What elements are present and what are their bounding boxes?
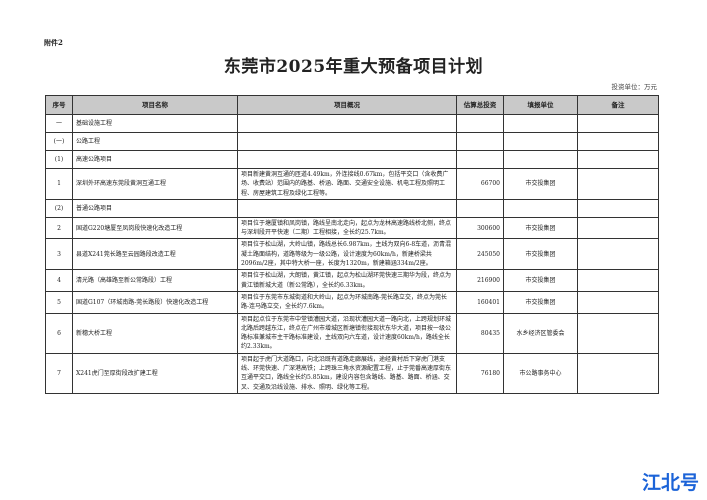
row-unit: 市交投集团 <box>503 168 578 200</box>
project-table: 序号 项目名称 项目概况 估算总投资 填报单位 备注 一基础设施工程 (一) 公路工… <box>45 95 659 394</box>
row-unit: 市交投集团 <box>503 216 578 240</box>
row-note <box>577 290 659 314</box>
row-desc: 项目新建黄洞互通的匝道4.49km，外连接线0.67km，包括平交口（含收费广场… <box>237 168 457 200</box>
table-row: 一基础设施工程 <box>45 114 659 133</box>
row-invest: 160401 <box>456 290 504 314</box>
table-row: 1 深圳外环高速东莞段黄洞互通工程 项目新建黄洞互通的匝道4.49km，外连接线0.… <box>45 168 659 200</box>
row-name: 国道G220塘厦至凤岗段快速化改造工程 <box>72 216 238 240</box>
row-no: 7 <box>45 352 73 394</box>
table-header-row: 序号 项目名称 项目概况 估算总投资 填报单位 备注 <box>45 95 659 115</box>
row-unit: 市交投集团 <box>503 269 578 292</box>
row-no: (1) <box>45 150 73 169</box>
row-name: 国道G107（环城南路-莞长路段）快速化改造工程 <box>72 290 238 314</box>
row-note <box>577 352 659 394</box>
table-row: 3 县道X241莞长路至云园路段改造工程 项目位于松山湖，大岭山镇，路线总长6.98… <box>45 238 659 271</box>
row-no: (2) <box>45 198 73 218</box>
table-row: 4 清光路（高雄路至新公常路段）工程 项目位于松山湖，大朗镇，黄江镇，起点为松山湖环… <box>45 269 659 292</box>
attachment-label: 附件2 <box>44 38 63 47</box>
row-name: 县道X241莞长路至云园路段改造工程 <box>72 238 238 271</box>
unit-note: 投资单位：万元 <box>611 83 658 91</box>
row-name: X241虎门至厚街段改扩建工程 <box>72 352 238 394</box>
row-no: (一) <box>45 132 73 151</box>
row-note <box>577 312 659 354</box>
row-no: 2 <box>45 216 73 240</box>
row-note <box>577 114 659 133</box>
row-desc: 项目位于松山湖，大朗镇，黄江镇，起点为松山湖环莞快速三期华为段，终点为黄江镇新城… <box>237 269 457 292</box>
row-note <box>577 132 659 151</box>
row-name: 普通公路项目 <box>72 198 238 218</box>
row-desc <box>237 150 457 169</box>
header-no: 序号 <box>45 95 73 115</box>
table-row: (一) 公路工程 <box>45 132 659 151</box>
row-desc: 项目位于东莞市东城街道和大岭山，起点为环城南路-莞长路立交，终点为莞长路-连马路… <box>237 290 457 314</box>
row-no: 1 <box>45 168 73 200</box>
row-note <box>577 198 659 218</box>
row-name: 基础设施工程 <box>72 114 238 133</box>
row-name: 深圳外环高速东莞段黄洞互通工程 <box>72 168 238 200</box>
row-invest <box>456 150 504 169</box>
row-unit <box>503 132 578 151</box>
table-row: 6 新穗大桥工程 项目起点位于东莞市中堂镇漕园大道，沿现状漕园大道一路向北，上跨规划… <box>45 312 659 354</box>
row-desc: 项目起点位于东莞市中堂镇漕园大道，沿现状漕园大道一路向北，上跨规划环城北路后跨越… <box>237 312 457 354</box>
row-invest: 76180 <box>456 352 504 394</box>
row-no: 3 <box>45 238 73 271</box>
table-row: 7 X241虎门至厚街段改扩建工程 项目起于虎门大道路口，向北沿既有道路走廊展线，途… <box>45 352 659 394</box>
row-note <box>577 216 659 240</box>
row-invest: 245050 <box>456 238 504 271</box>
row-invest: 300600 <box>456 216 504 240</box>
row-invest: 66700 <box>456 168 504 200</box>
table-row: 2 国道G220塘厦至凤岗段快速化改造工程 项目位于塘厦镇和凤岗镇，路线呈南北走向，… <box>45 216 659 240</box>
row-no: 5 <box>45 290 73 314</box>
row-invest <box>456 198 504 218</box>
row-invest: 216900 <box>456 269 504 292</box>
row-unit: 水乡经济区管委会 <box>503 312 578 354</box>
table-row: (1) 高速公路项目 <box>45 150 659 169</box>
row-invest <box>456 132 504 151</box>
row-unit <box>503 114 578 133</box>
row-desc: 项目起于虎门大道路口，向北沿既有道路走廊展线，途经黄村后下穿虎门港支线、环莞快速… <box>237 352 457 394</box>
row-desc: 项目位于松山湖，大岭山镇，路线总长6.987km，主线为双向6-8车道，沥青混凝… <box>237 238 457 271</box>
table-row: 5 国道G107（环城南路-莞长路段）快速化改造工程 项目位于东莞市东城街道和大岭山… <box>45 290 659 314</box>
header-note: 备注 <box>577 95 659 115</box>
row-name: 新穗大桥工程 <box>72 312 238 354</box>
row-no: 6 <box>45 312 73 354</box>
row-note <box>577 238 659 271</box>
row-name: 清光路（高雄路至新公常路段）工程 <box>72 269 238 292</box>
row-unit: 市交投集团 <box>503 238 578 271</box>
row-unit: 市交投集团 <box>503 290 578 314</box>
row-name: 高速公路项目 <box>72 150 238 169</box>
header-invest: 估算总投资 <box>456 95 504 115</box>
row-unit: 市公路事务中心 <box>503 352 578 394</box>
row-name: 公路工程 <box>72 132 238 151</box>
row-desc <box>237 198 457 218</box>
row-no: 一 <box>45 114 73 133</box>
row-unit <box>503 150 578 169</box>
row-desc <box>237 114 457 133</box>
header-unit: 填报单位 <box>503 95 578 115</box>
header-name: 项目名称 <box>72 95 238 115</box>
row-invest <box>456 114 504 133</box>
page-title: 东莞市2025年重大预备项目计划 <box>223 57 484 77</box>
header-desc: 项目概况 <box>237 95 457 115</box>
watermark-logo: 江北号 <box>641 472 699 494</box>
row-note <box>577 269 659 292</box>
row-note <box>577 168 659 200</box>
row-no: 4 <box>45 269 73 292</box>
row-desc <box>237 132 457 151</box>
row-desc: 项目位于塘厦镇和凤岗镇，路线呈南北走向，起点为龙林高速路线桥北侧，终点与深圳段开… <box>237 216 457 240</box>
row-unit <box>503 198 578 218</box>
table-row: (2) 普通公路项目 <box>45 198 659 218</box>
row-note <box>577 150 659 169</box>
row-invest: 80435 <box>456 312 504 354</box>
